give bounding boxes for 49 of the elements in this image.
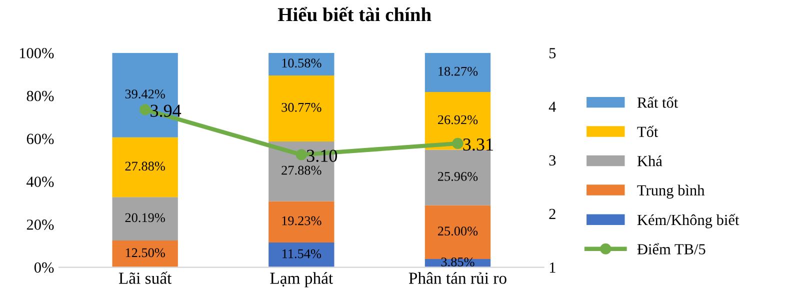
bar <box>268 201 334 243</box>
data-label: 19.23% <box>282 216 322 226</box>
data-label: 25.00% <box>438 226 478 236</box>
data-label: 11.54% <box>282 249 322 258</box>
y-tick-label: 100% <box>20 48 54 58</box>
legend-label: Rất tốt <box>637 96 678 108</box>
data-label: 10.58% <box>282 58 322 68</box>
point <box>140 104 151 116</box>
legend-label: Kém/Không biết <box>637 214 740 228</box>
data-label: 26.92% <box>438 115 478 124</box>
chart-title: Hiểu biết tài chính <box>278 6 432 22</box>
y-tick-label: 0% <box>34 262 54 273</box>
bar <box>112 197 178 240</box>
bar <box>268 52 334 76</box>
x-tick-label: Phân tán rủi ro <box>408 272 506 284</box>
data-label: 25.96% <box>438 172 478 181</box>
data-label: 27.88% <box>282 166 322 175</box>
bar <box>112 240 178 268</box>
point <box>296 149 307 160</box>
y2-tick-label: 1 <box>550 262 556 273</box>
bar <box>112 137 178 198</box>
bar <box>268 242 334 268</box>
y2-tick-label: 4 <box>548 102 556 112</box>
y-tick-label: 60% <box>26 134 54 144</box>
bar <box>424 205 491 260</box>
y2-tick-label: 2 <box>549 208 556 219</box>
point <box>452 138 464 149</box>
data-label: 39.42% <box>125 90 165 98</box>
y-tick-label: 40% <box>26 176 54 188</box>
x-tick-label: Lạm phát <box>270 272 334 288</box>
y-tick-label: 80% <box>26 90 54 102</box>
data-label: 30.77% <box>282 102 322 112</box>
y-tick-label: 20% <box>26 220 54 230</box>
x-tick-label: Lãi suất <box>118 272 172 284</box>
y2-tick-label: 3 <box>549 155 556 166</box>
data-label: 18.27% <box>438 66 478 76</box>
bar <box>424 52 491 92</box>
bar <box>268 76 334 142</box>
y2-tick-label: 5 <box>549 48 556 58</box>
data-label: 3.85% <box>441 258 474 267</box>
data-label: 20.19% <box>125 213 165 222</box>
data-label: 27.88% <box>125 162 165 171</box>
data-label: 12.50% <box>126 248 165 258</box>
legend-label: Khá <box>637 155 662 166</box>
legend-label: Tốt <box>637 126 658 138</box>
legend-label: Điểm TB/5 <box>637 243 706 254</box>
bar <box>424 92 491 150</box>
legend-label: Trung bình <box>637 184 705 199</box>
bar <box>424 150 491 206</box>
